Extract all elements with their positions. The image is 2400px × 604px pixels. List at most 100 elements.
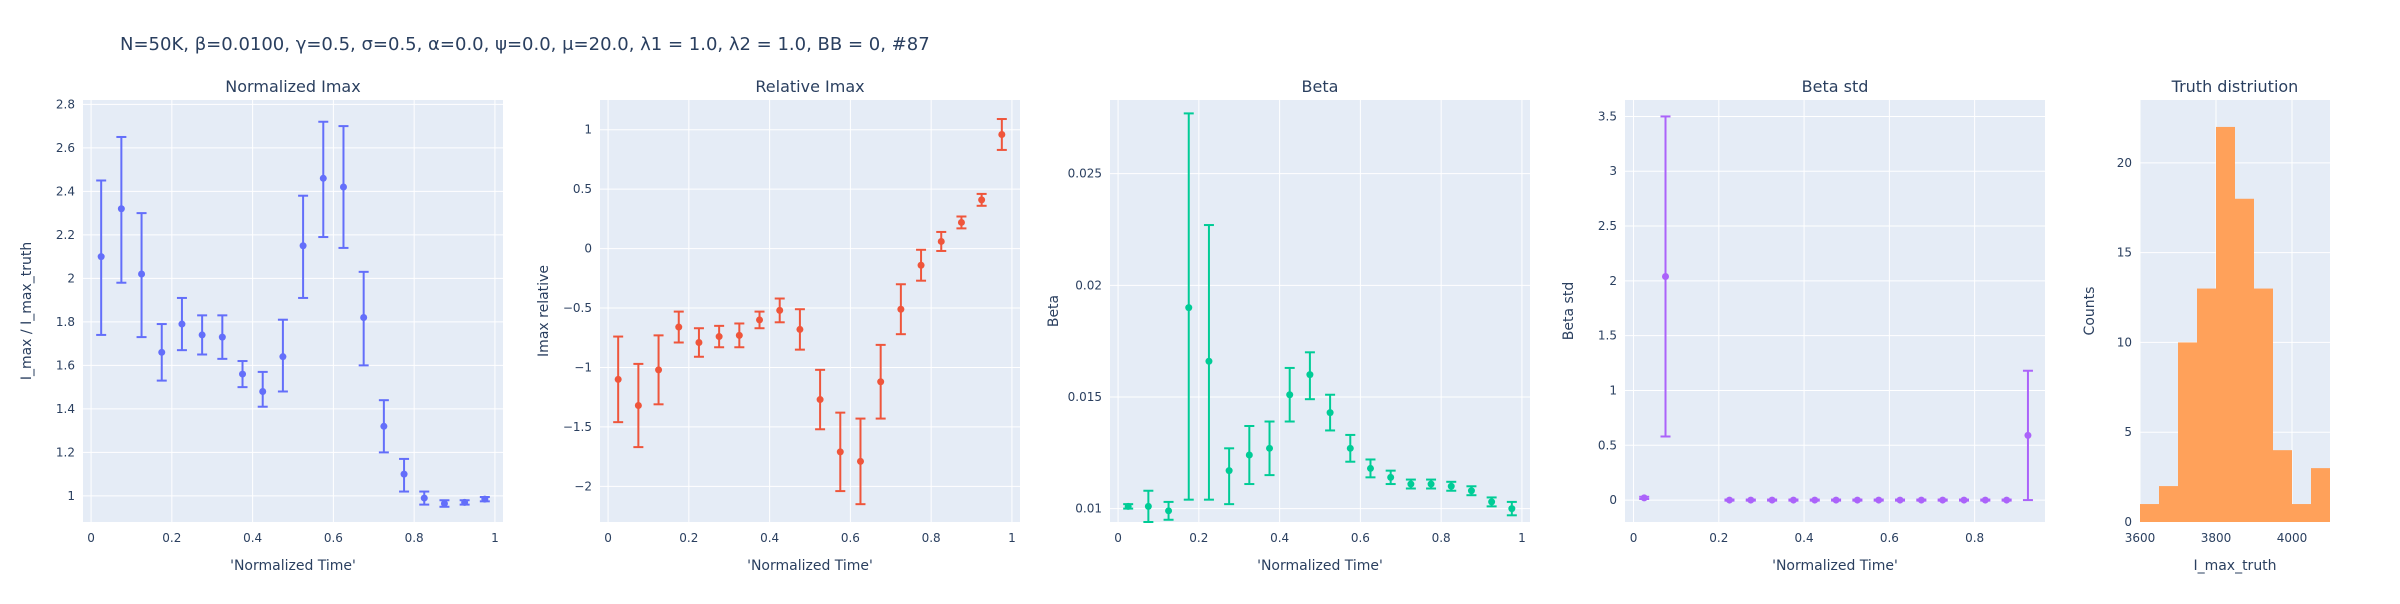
x-tick-label: 0.6 xyxy=(324,531,343,545)
x-tick-label: 0 xyxy=(1630,531,1638,545)
y-tick-label: 0.015 xyxy=(1068,390,1102,404)
histogram-bar xyxy=(2197,288,2216,522)
data-point xyxy=(1875,496,1883,504)
data-point xyxy=(1789,496,1797,504)
x-tick-label: 0.4 xyxy=(760,531,779,545)
data-point xyxy=(1939,496,1947,504)
data-point xyxy=(816,396,824,404)
histogram-bar xyxy=(2311,468,2330,522)
histogram-bar xyxy=(2273,450,2292,522)
x-tick-label: 0.8 xyxy=(922,531,941,545)
plot-area xyxy=(1625,100,2045,522)
y-tick-label: 0.01 xyxy=(1075,502,1102,516)
data-point xyxy=(1407,480,1415,488)
data-point xyxy=(614,375,622,383)
data-point xyxy=(1286,391,1294,399)
x-axis-label: 'Normalized Time' xyxy=(230,558,356,574)
data-point xyxy=(756,316,764,324)
data-point xyxy=(1266,444,1274,452)
data-point xyxy=(1205,357,1213,365)
histogram-bar xyxy=(2254,288,2273,522)
x-tick-label: 0.8 xyxy=(1965,531,1984,545)
data-point xyxy=(481,495,489,503)
histogram-bar xyxy=(2216,126,2235,523)
data-point xyxy=(796,325,804,333)
histogram-bar xyxy=(2178,342,2197,522)
x-tick-label: 0.8 xyxy=(1432,531,1451,545)
data-point xyxy=(735,331,743,339)
x-tick-label: 1 xyxy=(1518,531,1526,545)
subplot-title: Relative Imax xyxy=(755,77,864,96)
data-point xyxy=(117,205,125,213)
y-tick-label: 3 xyxy=(1609,164,1617,178)
data-point xyxy=(1747,496,1755,504)
x-tick-label: 3600 xyxy=(2125,531,2156,545)
data-point xyxy=(917,261,925,269)
data-point xyxy=(279,353,287,361)
histogram-bar xyxy=(2235,198,2254,522)
y-tick-label: 2 xyxy=(67,271,75,285)
y-tick-label: 1 xyxy=(1609,383,1617,397)
x-tick-label: 0.2 xyxy=(162,531,181,545)
x-tick-label: 0.6 xyxy=(1880,531,1899,545)
data-point xyxy=(1960,496,1968,504)
subplot-4: 0 0.2 0.4 0.6 0.8 0 0.5 1 1.5 2 2.5 3 3.5 Beta std 'No… xyxy=(1561,77,2045,574)
y-tick-label: 1.8 xyxy=(56,315,75,329)
x-tick-label: 0.4 xyxy=(243,531,262,545)
y-tick-label: 1.5 xyxy=(1598,329,1617,343)
data-point xyxy=(461,498,469,506)
x-tick-label: 0.8 xyxy=(405,531,424,545)
data-point xyxy=(897,305,905,313)
y-tick-label: 1.2 xyxy=(56,445,75,459)
histogram-bar xyxy=(2159,486,2178,522)
data-point xyxy=(360,314,368,322)
histogram-bar xyxy=(2140,504,2159,522)
data-point xyxy=(97,253,105,261)
data-point xyxy=(339,183,347,191)
y-tick-label: −0.5 xyxy=(563,301,592,315)
data-point xyxy=(440,500,448,508)
y-tick-label: 1 xyxy=(67,489,75,503)
subplot-title: Beta std xyxy=(1802,77,1869,96)
y-axis-label: Counts xyxy=(2082,287,2098,336)
data-point xyxy=(138,270,146,278)
x-tick-label: 0.2 xyxy=(1709,531,1728,545)
y-tick-label: 2 xyxy=(1609,274,1617,288)
x-tick-label: 0.4 xyxy=(1270,531,1289,545)
y-tick-label: 0 xyxy=(584,242,592,256)
y-tick-label: −1 xyxy=(574,360,592,374)
data-point xyxy=(998,130,1006,138)
y-tick-label: 1.4 xyxy=(56,402,75,416)
x-tick-label: 0.2 xyxy=(1189,531,1208,545)
subplot-5: 3600 3800 4000 0 5 10 15 20 Truth distriution I_m… xyxy=(2082,77,2330,574)
data-point xyxy=(836,448,844,456)
figure-suptitle: N=50K, β=0.0100, γ=0.5, σ=0.5, α=0.0, ψ=… xyxy=(120,34,930,55)
data-point xyxy=(178,320,186,328)
data-point xyxy=(239,370,247,378)
y-tick-label: 2.2 xyxy=(56,228,75,242)
data-point xyxy=(1306,371,1314,379)
data-point xyxy=(1366,464,1374,472)
data-point xyxy=(1447,482,1455,490)
x-tick-label: 0.6 xyxy=(1351,531,1370,545)
data-point xyxy=(1165,507,1173,515)
y-axis-label: I_max / I_max_truth xyxy=(19,242,35,380)
data-point xyxy=(158,348,166,356)
data-point xyxy=(1326,409,1334,417)
y-axis-label: Beta std xyxy=(1561,282,1577,340)
y-tick-label: −2 xyxy=(574,479,592,493)
x-axis-label: 'Normalized Time' xyxy=(1772,558,1898,574)
data-point xyxy=(1896,496,1904,504)
data-point xyxy=(1853,496,1861,504)
data-point xyxy=(1387,473,1395,481)
data-point xyxy=(299,242,307,250)
x-tick-label: 0.2 xyxy=(679,531,698,545)
y-tick-label: 0 xyxy=(1609,493,1617,507)
x-tick-label: 4000 xyxy=(2277,531,2308,545)
x-axis-label: 'Normalized Time' xyxy=(1257,558,1383,574)
y-tick-label: −1.5 xyxy=(563,420,592,434)
data-point xyxy=(400,470,408,478)
data-point xyxy=(198,331,206,339)
